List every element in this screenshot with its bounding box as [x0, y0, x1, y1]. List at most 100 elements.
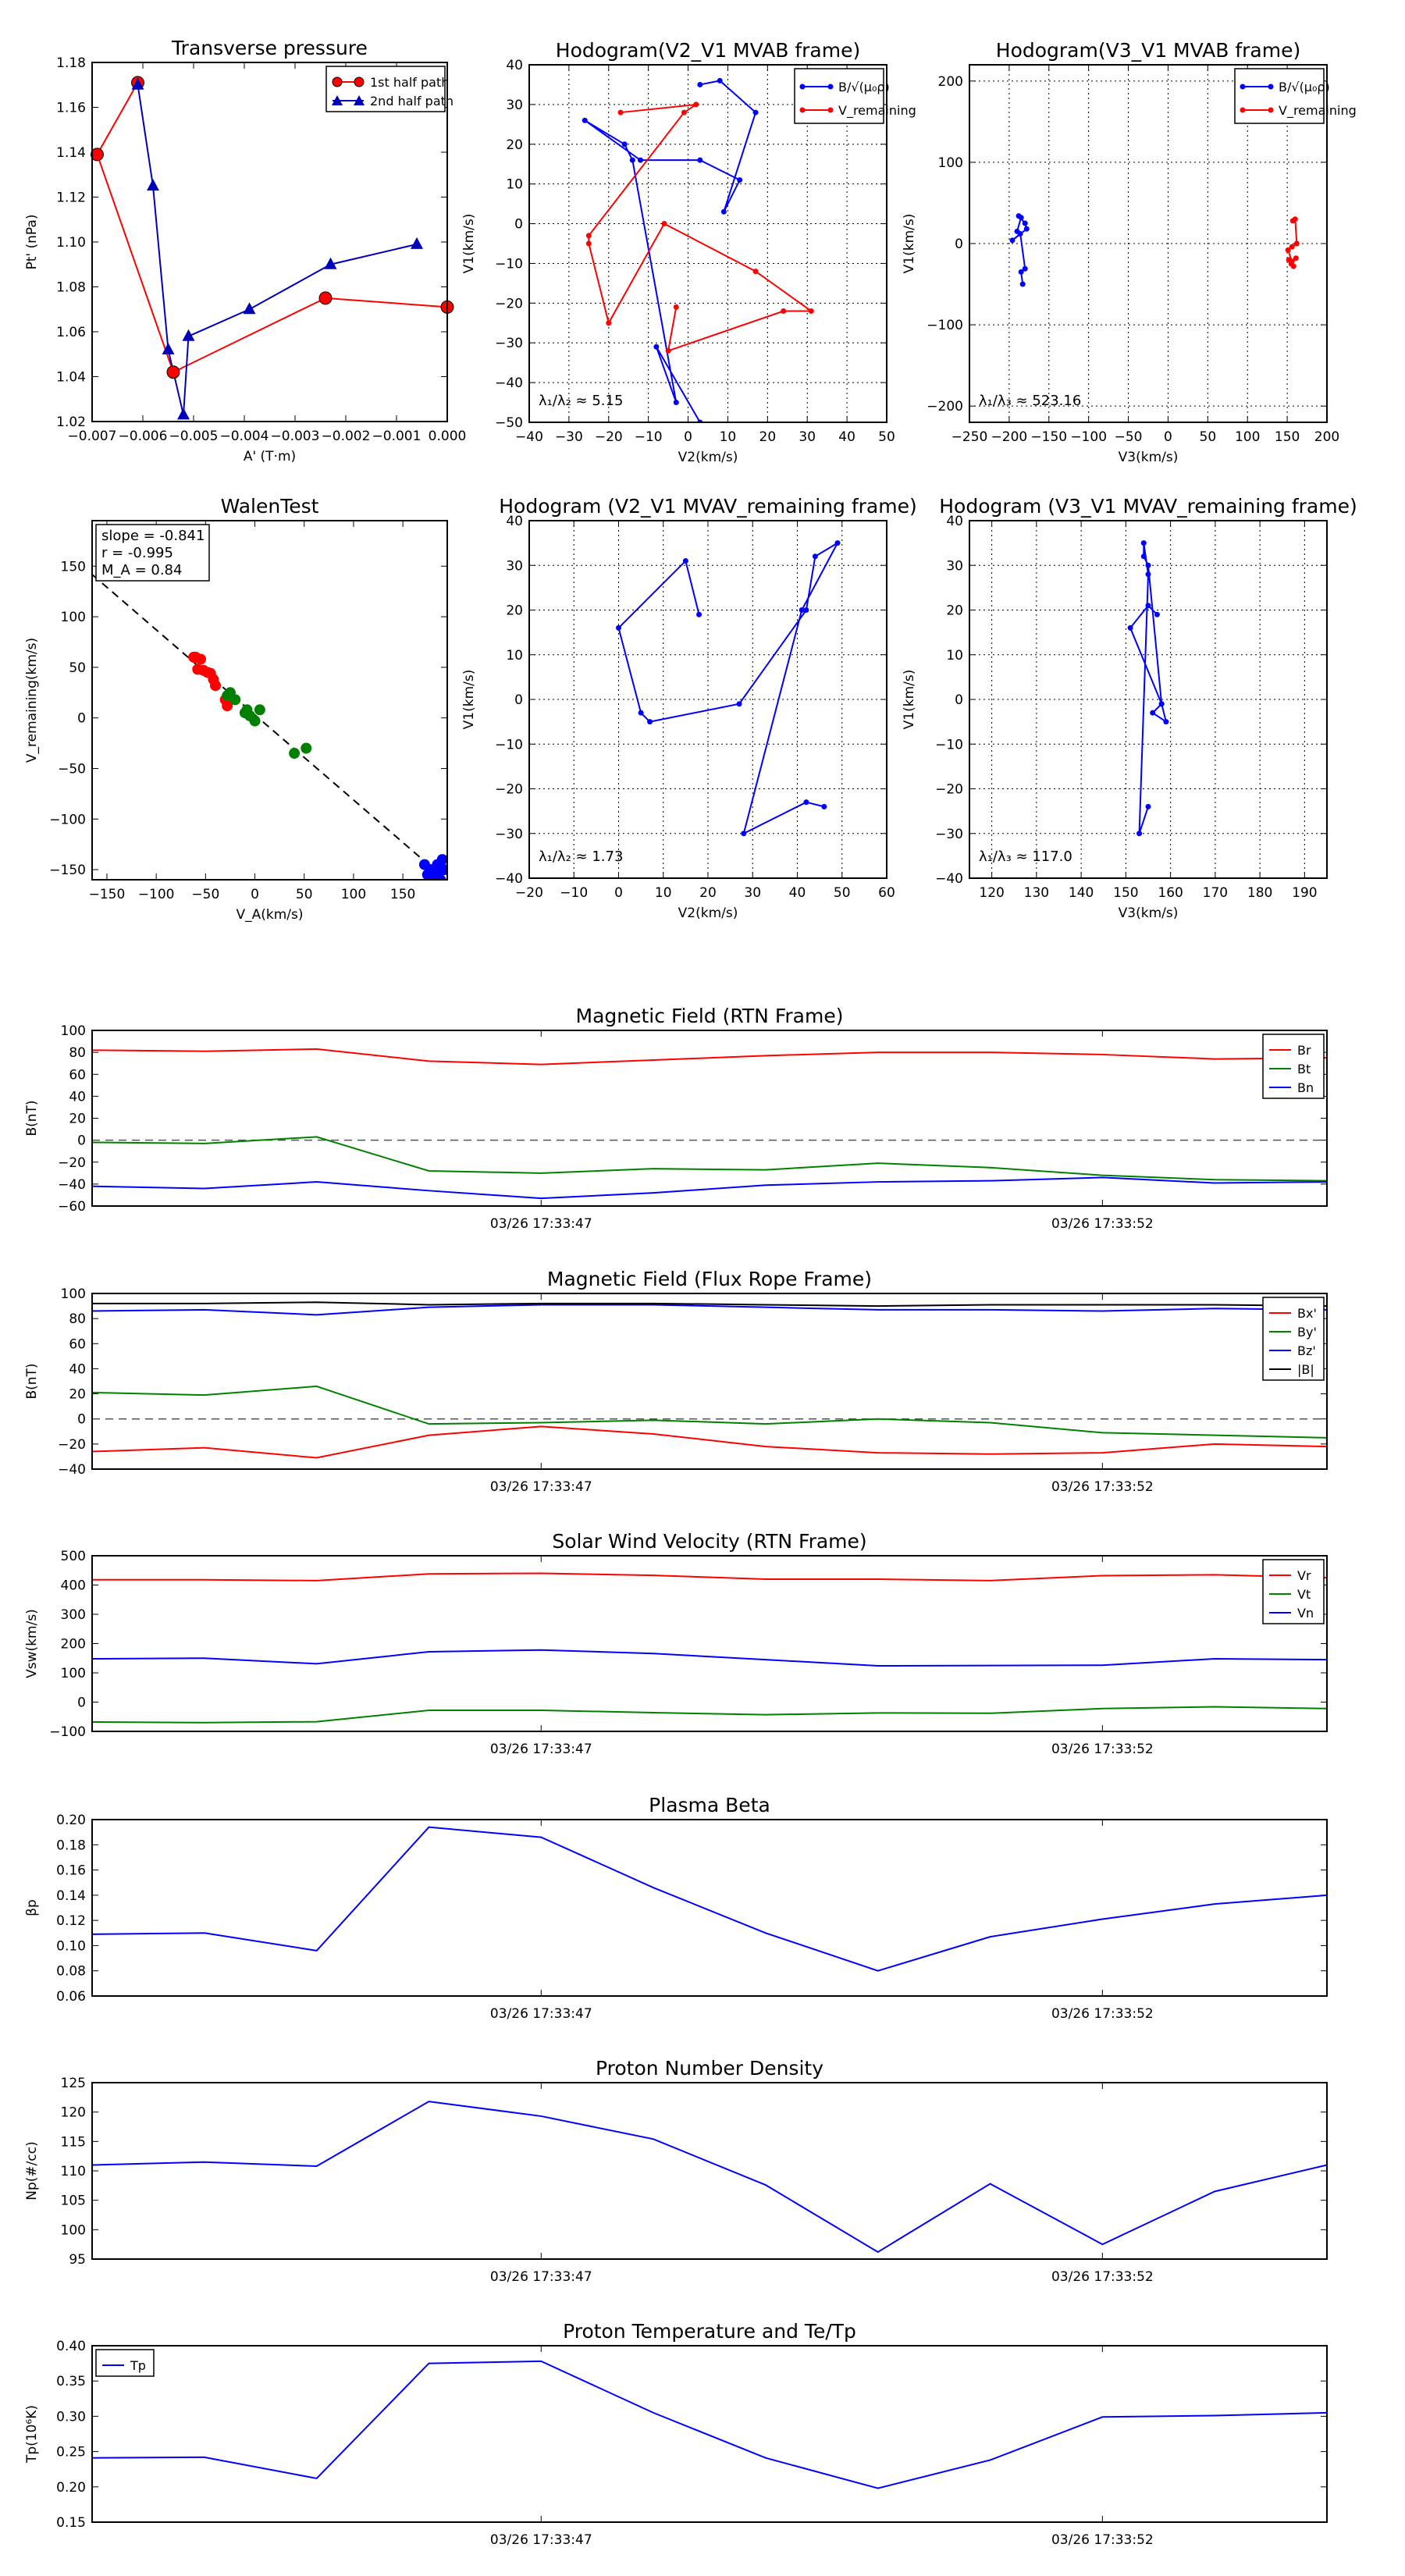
x-tick-label: 60	[878, 885, 895, 901]
y-axis-label: V1(km/s)	[461, 670, 477, 730]
data-point	[616, 624, 621, 631]
plot-frame	[969, 520, 1328, 879]
x-tick-label: −0.004	[220, 429, 269, 444]
plot-frame	[91, 520, 448, 881]
series-line-Vn	[91, 1649, 1328, 1667]
y-tick-label: −20	[58, 1437, 86, 1453]
chart-title: Proton Number Density	[596, 2057, 823, 2080]
x-tick-label: −50	[1115, 429, 1143, 445]
series-line-Bx'	[91, 1425, 1328, 1459]
y-tick-label: 200	[938, 74, 963, 90]
series-line-Vr	[92, 1572, 1328, 1582]
data-point	[411, 237, 423, 249]
x-tick-label: 03/26 17:33:47	[490, 2269, 592, 2285]
legend-label: 2nd half path	[370, 94, 454, 109]
y-tick-label: −150	[49, 863, 86, 878]
data-point	[1017, 231, 1023, 237]
data-point	[1145, 562, 1151, 568]
series-line-Tp	[91, 2360, 1328, 2489]
y-axis-label: B(nT)	[24, 1100, 40, 1136]
x-axis-label: V2(km/s)	[678, 906, 738, 921]
x-tick-label: 03/26 17:33:47	[490, 1479, 592, 1495]
chart-fluxrope: Magnetic Field (Flux Rope Frame) −40 −20 0 2…	[24, 1268, 1328, 1495]
series-line-Np	[91, 2101, 1328, 2254]
data-point	[162, 343, 175, 354]
x-tick-label: 03/26 17:33:52	[1051, 1216, 1154, 1232]
data-point	[1140, 540, 1147, 546]
data-point	[1136, 831, 1143, 837]
y-tick-label: 125	[61, 2076, 86, 2091]
x-tick-label: 03/26 17:33:52	[1051, 2532, 1154, 2548]
data-point	[585, 240, 592, 247]
y-axis-label: Tp(10⁶K)	[24, 2405, 40, 2464]
legend-label: V_remaining	[1279, 103, 1357, 119]
y-tick-label: 30	[506, 98, 523, 113]
x-tick-label: −0.005	[169, 429, 219, 444]
x-tick-label: 03/26 17:33:52	[1051, 2006, 1154, 2022]
data-point	[1022, 265, 1028, 272]
x-tick-label: 20	[759, 429, 777, 445]
scatter-point-green	[289, 748, 301, 760]
data-point	[1140, 553, 1147, 560]
y-tick-label: −30	[495, 336, 523, 351]
x-tick-label: 10	[720, 429, 737, 445]
x-tick-label: 140	[1069, 885, 1094, 901]
x-tick-label: 150	[1275, 429, 1300, 445]
legend-label: Bx'	[1297, 1306, 1317, 1321]
y-tick-label: −40	[58, 1462, 86, 1478]
plot-area	[582, 77, 814, 422]
y-tick-label: 1.12	[56, 190, 86, 206]
data-point	[1022, 220, 1028, 226]
x-tick-label: −30	[555, 429, 583, 445]
data-point	[693, 101, 699, 108]
legend-label: Bt	[1297, 1062, 1311, 1076]
chart-vsw: Solar Wind Velocity (RTN Frame) −100 0 100 2…	[24, 1530, 1328, 1757]
x-tick-label: −20	[515, 885, 543, 901]
y-tick-label: 1.08	[56, 280, 86, 296]
y-axis-label: V1(km/s)	[902, 670, 917, 730]
scatter-point-green	[241, 704, 253, 716]
x-tick-label: −150	[1030, 429, 1067, 445]
x-axis-label: V3(km/s)	[1119, 450, 1179, 465]
y-tick-label: 500	[61, 1549, 86, 1564]
plot-frame	[91, 1293, 1328, 1470]
scatter-point-green	[301, 742, 312, 754]
x-tick-label: 10	[655, 885, 672, 901]
data-point	[617, 109, 624, 116]
y-tick-label: 0.30	[56, 2409, 86, 2425]
series-line-Beta	[91, 1826, 1328, 1972]
data-point	[131, 77, 144, 90]
legend-marker	[1240, 107, 1246, 113]
y-tick-label: 1.16	[56, 101, 86, 116]
data-point	[808, 308, 814, 315]
x-tick-label: 170	[1203, 885, 1228, 901]
chart-hodo4: Hodogram (V3_V1 MVAV_remaining frame) −40…	[902, 495, 1357, 921]
y-tick-label: 1.14	[56, 145, 86, 161]
x-tick-label: −100	[138, 887, 175, 902]
y-axis-label: βp	[24, 1899, 40, 1916]
y-tick-label: 0.20	[56, 2480, 86, 2496]
y-tick-label: 0	[955, 237, 963, 252]
y-tick-label: −100	[49, 1724, 86, 1740]
y-tick-label: 20	[506, 137, 523, 153]
x-tick-label: 03/26 17:33:52	[1051, 2269, 1154, 2285]
y-tick-label: 0.14	[56, 1888, 86, 1904]
y-tick-label: 10	[506, 177, 523, 193]
y-tick-label: −50	[495, 415, 523, 431]
data-point	[803, 799, 809, 806]
y-tick-label: −40	[58, 1177, 86, 1193]
y-tick-label: 100	[61, 2222, 86, 2238]
data-point	[647, 719, 653, 725]
plot-area	[1009, 213, 1300, 287]
legend-box	[95, 2349, 155, 2377]
y-tick-label: 0	[77, 1133, 86, 1149]
x-tick-label: −50	[191, 887, 219, 902]
chart-title: Hodogram(V2_V1 MVAB frame)	[556, 39, 860, 62]
chart-title: Plasma Beta	[649, 1794, 770, 1816]
x-tick-label: −250	[951, 429, 988, 445]
series-line-Br	[91, 1048, 1328, 1066]
series-line-Vt	[91, 1706, 1328, 1724]
y-tick-label: −200	[927, 399, 963, 415]
x-tick-label: 0	[1164, 429, 1172, 445]
x-axis-label: A' (T·m)	[244, 449, 296, 464]
